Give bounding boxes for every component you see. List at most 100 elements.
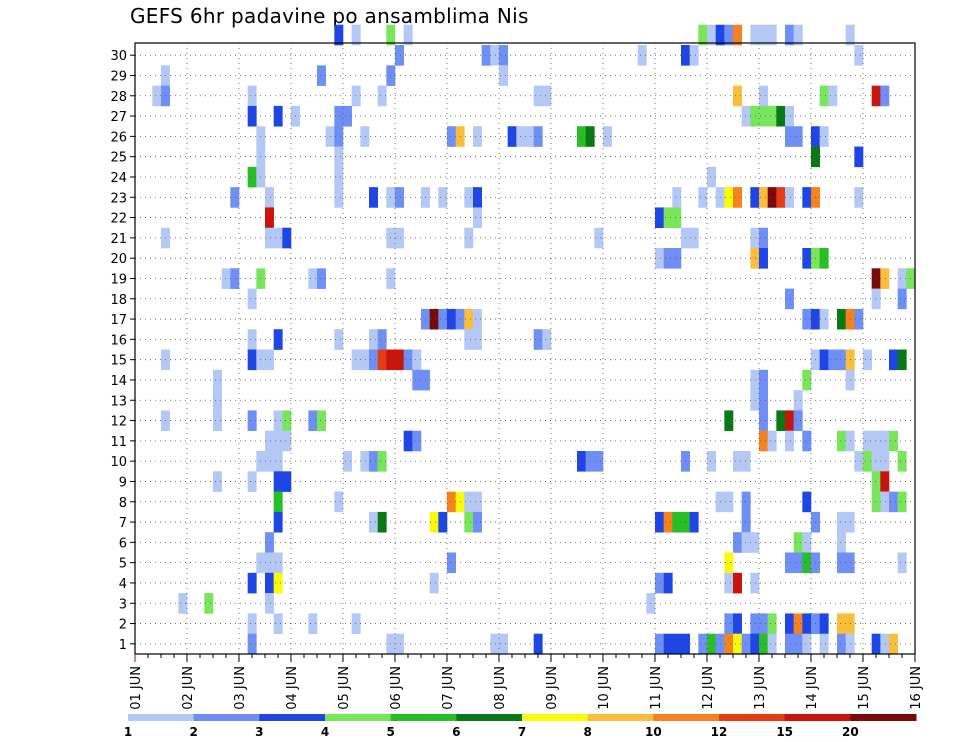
precip-cell xyxy=(447,491,456,513)
precip-cell xyxy=(663,207,673,229)
legend-swatch xyxy=(719,714,786,721)
precip-cell xyxy=(871,491,881,513)
precip-cell xyxy=(247,349,257,371)
precip-cell xyxy=(412,430,422,452)
precip-cell xyxy=(672,633,682,655)
y-tick-label: 18 xyxy=(110,293,127,308)
x-tick-label: 12 JUN xyxy=(701,666,716,710)
precip-cell xyxy=(481,45,491,66)
precip-cell xyxy=(741,491,751,513)
precip-cell xyxy=(603,126,612,147)
y-tick-label: 2 xyxy=(119,618,127,633)
y-tick-label: 14 xyxy=(110,374,127,389)
legend-label: 3 xyxy=(255,725,263,739)
precip-cell xyxy=(785,410,794,432)
x-tick-label: 02 JUN xyxy=(181,666,196,710)
precip-cell xyxy=(897,451,907,472)
precip-cell xyxy=(741,105,751,127)
precip-cell xyxy=(793,126,803,147)
precip-cell xyxy=(871,288,881,310)
precip-cell xyxy=(759,248,768,269)
x-tick-label: 04 JUN xyxy=(285,666,300,710)
y-tick-label: 25 xyxy=(110,151,127,166)
precip-cell xyxy=(152,85,162,107)
precip-cell xyxy=(663,633,673,655)
precip-cell xyxy=(533,85,543,107)
precip-cell xyxy=(733,85,742,107)
precip-cell xyxy=(837,552,846,574)
x-tick-label: 14 JUN xyxy=(805,666,820,710)
precip-cell xyxy=(837,349,846,371)
precip-cell xyxy=(265,552,274,574)
precip-cell xyxy=(819,349,829,371)
precip-cell xyxy=(793,552,803,574)
precip-cell xyxy=(247,633,257,655)
y-tick-label: 27 xyxy=(110,110,127,125)
precip-cell xyxy=(845,24,855,46)
precip-cell xyxy=(759,633,768,655)
precip-cell xyxy=(759,24,768,46)
precip-cell xyxy=(854,146,864,168)
precip-cell xyxy=(351,613,361,635)
precip-cell xyxy=(663,248,673,269)
precip-cell xyxy=(785,126,794,147)
precip-cell xyxy=(499,633,508,655)
x-tick-label: 13 JUN xyxy=(753,666,768,710)
precip-cell xyxy=(750,24,760,46)
precip-cell xyxy=(334,329,344,350)
precip-cell xyxy=(759,187,768,208)
precip-cell xyxy=(438,511,448,533)
precip-cell xyxy=(871,471,881,492)
precip-cell xyxy=(213,390,222,411)
precip-cell xyxy=(334,24,344,46)
precip-cell xyxy=(733,572,742,594)
precip-cell xyxy=(802,491,812,513)
precip-cell xyxy=(360,126,370,147)
precip-cell xyxy=(750,572,760,594)
precip-cell xyxy=(724,613,734,635)
precip-cell xyxy=(785,24,794,46)
precip-cell xyxy=(499,45,508,66)
precip-cell xyxy=(750,227,760,249)
precip-cell xyxy=(412,369,422,391)
legend-swatch xyxy=(653,714,720,721)
legend-swatch xyxy=(850,714,917,721)
precip-cell xyxy=(897,349,907,371)
precip-cell xyxy=(438,187,448,208)
precip-cell xyxy=(837,511,846,533)
precip-cell xyxy=(707,166,716,188)
precip-cell xyxy=(369,349,378,371)
precip-cell xyxy=(473,491,482,513)
precip-cell xyxy=(377,329,387,350)
precip-cell xyxy=(871,268,881,289)
y-tick-label: 23 xyxy=(110,191,127,206)
precip-cell xyxy=(473,329,482,350)
x-tick-label: 11 JUN xyxy=(649,666,664,710)
precip-cell xyxy=(230,268,240,289)
precip-cell xyxy=(533,126,543,147)
precip-cell xyxy=(863,349,872,371)
precip-cell xyxy=(707,451,716,472)
legend-swatch xyxy=(456,714,523,721)
precip-cell xyxy=(273,451,283,472)
precip-cell xyxy=(429,511,439,533)
precip-cell xyxy=(317,65,326,86)
precip-cell xyxy=(594,227,604,249)
precip-cell xyxy=(759,613,768,635)
precip-cell xyxy=(889,430,898,452)
precip-cell xyxy=(273,613,283,635)
precip-cell xyxy=(802,613,812,635)
precip-cell xyxy=(594,451,604,472)
precip-cell xyxy=(412,349,422,371)
precip-cell xyxy=(724,633,734,655)
precip-cell xyxy=(230,187,240,208)
precip-cell xyxy=(490,45,500,66)
precip-cell xyxy=(889,491,898,513)
precip-cell xyxy=(759,410,768,432)
x-tick-label: 08 JUN xyxy=(493,666,508,710)
precip-cell xyxy=(802,248,812,269)
precip-cell xyxy=(689,511,699,533)
y-tick-label: 29 xyxy=(110,69,127,84)
precip-cell xyxy=(395,633,404,655)
precip-cell xyxy=(672,511,682,533)
